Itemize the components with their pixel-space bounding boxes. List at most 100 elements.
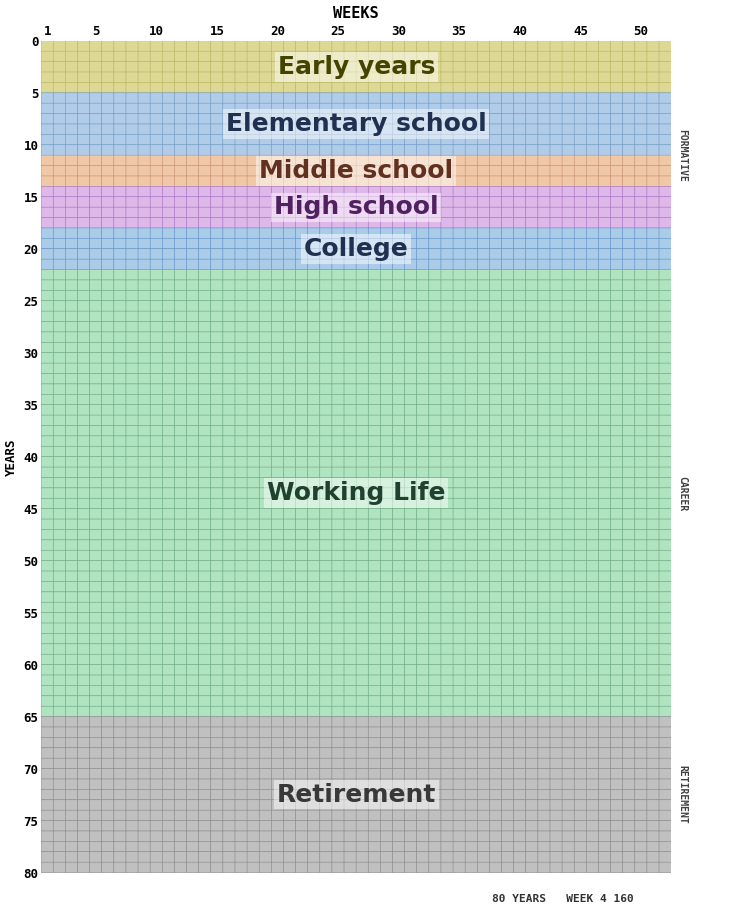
FancyBboxPatch shape [634, 654, 647, 664]
FancyBboxPatch shape [102, 592, 114, 603]
FancyBboxPatch shape [308, 737, 320, 748]
FancyBboxPatch shape [356, 415, 368, 425]
FancyBboxPatch shape [114, 217, 126, 228]
FancyBboxPatch shape [65, 821, 78, 831]
FancyBboxPatch shape [380, 425, 393, 436]
FancyBboxPatch shape [247, 280, 259, 291]
FancyBboxPatch shape [187, 228, 199, 238]
FancyBboxPatch shape [659, 228, 671, 238]
FancyBboxPatch shape [356, 290, 368, 301]
FancyBboxPatch shape [150, 343, 163, 353]
FancyBboxPatch shape [465, 644, 478, 654]
FancyBboxPatch shape [647, 104, 659, 114]
FancyBboxPatch shape [138, 603, 151, 613]
FancyBboxPatch shape [126, 800, 138, 810]
FancyBboxPatch shape [223, 727, 236, 737]
FancyBboxPatch shape [223, 135, 236, 145]
FancyBboxPatch shape [114, 831, 126, 842]
FancyBboxPatch shape [308, 758, 320, 769]
FancyBboxPatch shape [77, 654, 90, 664]
FancyBboxPatch shape [223, 374, 236, 385]
FancyBboxPatch shape [102, 238, 114, 249]
FancyBboxPatch shape [138, 176, 151, 186]
FancyBboxPatch shape [526, 769, 538, 779]
FancyBboxPatch shape [429, 842, 441, 852]
FancyBboxPatch shape [199, 706, 211, 717]
FancyBboxPatch shape [610, 280, 623, 291]
FancyBboxPatch shape [586, 810, 598, 821]
FancyBboxPatch shape [284, 519, 296, 530]
FancyBboxPatch shape [490, 301, 502, 311]
FancyBboxPatch shape [490, 238, 502, 249]
FancyBboxPatch shape [622, 529, 635, 540]
FancyBboxPatch shape [284, 779, 296, 790]
FancyBboxPatch shape [53, 135, 65, 145]
FancyBboxPatch shape [308, 83, 320, 93]
FancyBboxPatch shape [199, 862, 211, 873]
FancyBboxPatch shape [126, 415, 138, 425]
FancyBboxPatch shape [332, 301, 344, 311]
FancyBboxPatch shape [175, 270, 187, 280]
FancyBboxPatch shape [260, 613, 272, 624]
FancyBboxPatch shape [272, 290, 284, 301]
FancyBboxPatch shape [332, 228, 344, 238]
FancyBboxPatch shape [332, 509, 344, 519]
FancyBboxPatch shape [284, 217, 296, 228]
FancyBboxPatch shape [465, 62, 478, 72]
FancyBboxPatch shape [332, 270, 344, 280]
FancyBboxPatch shape [465, 280, 478, 291]
FancyBboxPatch shape [53, 155, 65, 165]
FancyBboxPatch shape [272, 488, 284, 498]
FancyBboxPatch shape [368, 748, 380, 758]
FancyBboxPatch shape [490, 498, 502, 509]
FancyBboxPatch shape [598, 301, 610, 311]
FancyBboxPatch shape [586, 540, 598, 551]
FancyBboxPatch shape [175, 561, 187, 571]
FancyBboxPatch shape [404, 415, 417, 425]
FancyBboxPatch shape [260, 800, 272, 810]
FancyBboxPatch shape [392, 186, 405, 197]
FancyBboxPatch shape [272, 810, 284, 821]
FancyBboxPatch shape [150, 488, 163, 498]
FancyBboxPatch shape [284, 290, 296, 301]
FancyBboxPatch shape [392, 550, 405, 561]
FancyBboxPatch shape [404, 727, 417, 737]
FancyBboxPatch shape [162, 196, 175, 207]
FancyBboxPatch shape [199, 540, 211, 551]
FancyBboxPatch shape [162, 155, 175, 165]
FancyBboxPatch shape [610, 332, 623, 343]
FancyBboxPatch shape [526, 155, 538, 165]
FancyBboxPatch shape [41, 842, 53, 852]
FancyBboxPatch shape [368, 196, 380, 207]
FancyBboxPatch shape [453, 716, 466, 727]
FancyBboxPatch shape [550, 259, 562, 270]
FancyBboxPatch shape [296, 779, 308, 790]
FancyBboxPatch shape [514, 529, 526, 540]
FancyBboxPatch shape [175, 592, 187, 603]
FancyBboxPatch shape [138, 540, 151, 551]
FancyBboxPatch shape [247, 165, 259, 176]
FancyBboxPatch shape [284, 384, 296, 395]
FancyBboxPatch shape [622, 467, 635, 477]
FancyBboxPatch shape [247, 72, 259, 83]
FancyBboxPatch shape [490, 540, 502, 551]
FancyBboxPatch shape [356, 644, 368, 654]
FancyBboxPatch shape [610, 685, 623, 696]
FancyBboxPatch shape [526, 196, 538, 207]
FancyBboxPatch shape [514, 685, 526, 696]
FancyBboxPatch shape [647, 509, 659, 519]
FancyBboxPatch shape [260, 716, 272, 727]
FancyBboxPatch shape [502, 477, 514, 488]
FancyBboxPatch shape [150, 571, 163, 582]
FancyBboxPatch shape [272, 842, 284, 852]
FancyBboxPatch shape [284, 186, 296, 197]
FancyBboxPatch shape [187, 737, 199, 748]
FancyBboxPatch shape [344, 779, 356, 790]
FancyBboxPatch shape [114, 332, 126, 343]
FancyBboxPatch shape [53, 592, 65, 603]
FancyBboxPatch shape [296, 207, 308, 218]
FancyBboxPatch shape [89, 685, 102, 696]
FancyBboxPatch shape [647, 758, 659, 769]
FancyBboxPatch shape [308, 664, 320, 675]
FancyBboxPatch shape [53, 529, 65, 540]
